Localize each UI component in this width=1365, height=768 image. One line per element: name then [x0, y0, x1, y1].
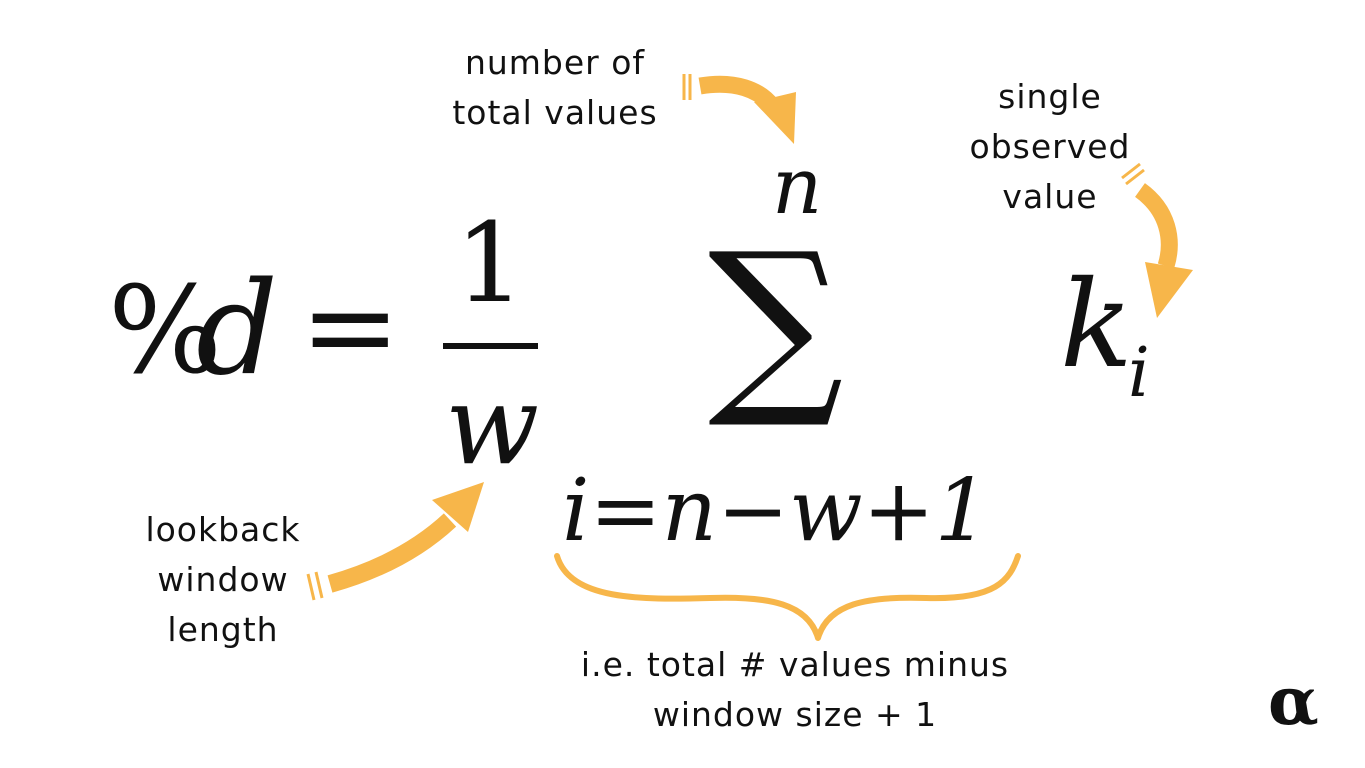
fraction-numerator: 1 — [455, 199, 525, 327]
note-line: number of — [464, 43, 646, 82]
note-line: window size + 1 — [652, 695, 938, 734]
note-line: lookback — [145, 510, 301, 549]
note-total-values: number of total values — [430, 38, 680, 138]
sum-upper-limit: n — [772, 142, 823, 232]
note-single-value: single observed value — [940, 72, 1160, 222]
note-line: i.e. total # values minus — [580, 645, 1010, 684]
note-line: single — [998, 77, 1102, 116]
note-window-length: lookback window length — [118, 505, 328, 655]
sum-lower-limit: i=n−w+1 — [562, 461, 990, 561]
note-line: window — [157, 560, 289, 599]
percent-sign: % — [108, 262, 223, 401]
fraction-bar — [443, 343, 538, 349]
term-k: k — [1060, 256, 1133, 395]
note-line: total values — [452, 93, 658, 132]
note-lower-limit: i.e. total # values minus window size + … — [545, 640, 1045, 740]
note-line: observed — [969, 127, 1131, 166]
fraction-denominator: w — [445, 361, 540, 489]
alpha-logo: α — [1268, 662, 1319, 740]
lhs-variable-d: d — [196, 255, 278, 404]
lower-limit-brace — [554, 553, 1021, 641]
equals-sign: = — [300, 258, 401, 397]
arrow-single-value — [1121, 162, 1193, 318]
term-subscript-i: i — [1128, 334, 1150, 413]
note-line: length — [167, 610, 279, 649]
arrow-window-length — [306, 482, 484, 601]
summation-symbol: ∑ — [708, 212, 844, 433]
note-line: value — [1002, 177, 1098, 216]
arrow-total-values — [682, 74, 796, 144]
